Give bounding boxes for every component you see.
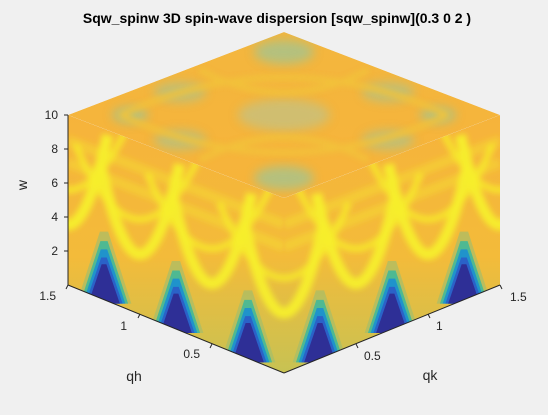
- z-tick-label-8: 8: [51, 142, 58, 156]
- left-glow-band-0: [68, 135, 284, 229]
- z-axis-label: w: [14, 179, 30, 191]
- qk-axis-label: qk: [423, 367, 439, 383]
- left-dispersion-upper-arc-3: [215, 201, 284, 282]
- qh-tick-label-1: 1: [120, 319, 127, 333]
- qk-tick-label-0.5: 0.5: [364, 349, 381, 363]
- left-face: [68, 115, 284, 373]
- qk-axis-ticks: 0.5 1 1.5: [355, 284, 527, 363]
- right-low-region-2-layer-4: [448, 264, 480, 304]
- right-face-low-intensity-regions: [292, 231, 492, 363]
- qk-tick-label-1.5: 1.5: [510, 290, 527, 304]
- z-axis-ticks: 10 8 6 4 2: [45, 108, 68, 258]
- left-dispersion-upper-arc-2: [143, 172, 281, 252]
- qh-axis-label: qh: [126, 368, 142, 384]
- right-low-region-0-layer-4: [304, 322, 336, 363]
- right-low-region-1-layer-4: [376, 293, 408, 333]
- left-face-dispersion-arcs: [68, 115, 284, 319]
- z-tick-label-2: 2: [51, 244, 58, 258]
- right-dispersion-upper-arc-3: [431, 115, 500, 194]
- z-tick-label-10: 10: [45, 108, 59, 122]
- qk-tick-label-1: 1: [436, 319, 443, 333]
- qh-tick-label-1.5: 1.5: [39, 289, 56, 303]
- left-dispersion-upper-arc-1: [71, 142, 209, 223]
- right-face-dispersion-arcs: [284, 115, 500, 319]
- left-low-region-2-layer-4: [232, 322, 264, 363]
- left-low-region-1-layer-4: [160, 293, 192, 333]
- right-glow-band-0: [284, 135, 500, 229]
- qk-axis-line: [283, 284, 501, 374]
- left-face-low-intensity-regions: [76, 231, 276, 363]
- left-dispersion-upper-arc-0: [68, 115, 137, 194]
- left-low-region-0-layer-4: [88, 264, 120, 304]
- z-tick-label-4: 4: [51, 210, 58, 224]
- qh-axis-ticks: 1.5 1 0.5: [39, 284, 213, 361]
- z-tick-label-6: 6: [51, 176, 58, 190]
- qh-tick-label-0.5: 0.5: [183, 347, 200, 361]
- chart-title: Sqw_spinw 3D spin-wave dispersion [sqw_s…: [83, 10, 471, 26]
- right-glow-band-1: [284, 157, 500, 252]
- right-face: [284, 115, 500, 373]
- qh-axis-line: [67, 284, 285, 374]
- left-glow-band-1: [68, 157, 284, 252]
